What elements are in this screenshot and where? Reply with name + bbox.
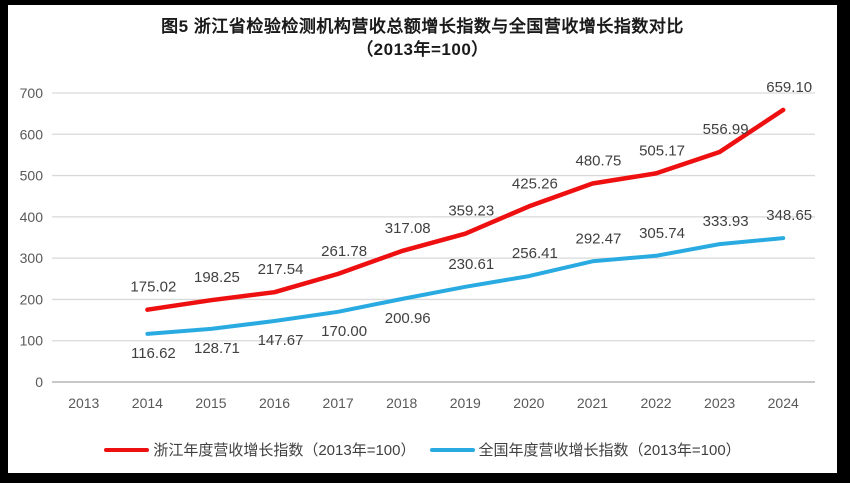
legend-label-zhejiang: 浙江年度营收增长指数（2013年=100） — [153, 442, 416, 459]
chart-canvas: 图5 浙江省检验检测机构营收总额增长指数与全国营收增长指数对比 （2013年=1… — [8, 5, 837, 473]
y-axis-tick-label: 200 — [20, 291, 44, 307]
legend-swatch-national — [429, 447, 475, 452]
y-axis-tick-label: 500 — [20, 168, 44, 184]
chart-legend: 浙江年度营收增长指数（2013年=100） 全国年度营收增长指数（2013年=1… — [8, 439, 837, 460]
data-label-national: 348.65 — [766, 207, 812, 224]
data-label-national: 147.67 — [258, 332, 304, 349]
x-axis-tick-label: 2023 — [704, 395, 735, 411]
data-label-zhejiang: 480.75 — [576, 153, 622, 170]
x-axis-tick-label: 2022 — [640, 395, 671, 411]
data-label-national: 256.41 — [512, 245, 558, 262]
chart-title-line1: 图5 浙江省检验检测机构营收总额增长指数与全国营收增长指数对比 — [161, 17, 684, 36]
series-line-zhejiang — [145, 107, 786, 312]
data-label-zhejiang: 175.02 — [130, 279, 176, 296]
data-label-national: 200.96 — [385, 310, 431, 327]
data-label-national: 333.93 — [703, 213, 749, 230]
y-axis-tick-label: 300 — [20, 250, 44, 266]
chart-title-line2: （2013年=100） — [356, 40, 489, 59]
data-label-zhejiang: 359.23 — [448, 203, 494, 220]
legend-swatch-zhejiang — [104, 447, 150, 452]
x-axis-tick-label: 2017 — [323, 395, 354, 411]
y-axis-tick-label: 600 — [20, 126, 44, 142]
data-label-national: 116.62 — [131, 345, 176, 362]
x-axis-tick-label: 2014 — [132, 395, 163, 411]
legend-item-zhejiang: 浙江年度营收增长指数（2013年=100） — [104, 439, 416, 460]
chart-plot-area: 0 100 200 300 400 500 600 700 2013 2014 2015 2016 20… — [20, 79, 815, 411]
data-label-national: 170.00 — [321, 323, 367, 340]
data-label-national: 292.47 — [576, 230, 622, 247]
legend-item-national: 全国年度营收增长指数（2013年=100） — [429, 439, 741, 460]
x-axis-tick-label: 2016 — [259, 395, 290, 411]
data-label-zhejiang: 217.54 — [258, 261, 304, 278]
data-label-zhejiang: 556.99 — [703, 121, 749, 138]
chart-title: 图5 浙江省检验检测机构营收总额增长指数与全国营收增长指数对比 （2013年=1… — [8, 15, 837, 61]
data-label-national: 305.74 — [639, 225, 685, 242]
legend-label-national: 全国年度营收增长指数（2013年=100） — [478, 442, 741, 459]
series-line-national — [145, 236, 786, 336]
x-axis-tick-label: 2021 — [577, 395, 608, 411]
data-label-zhejiang: 659.10 — [766, 79, 812, 96]
y-axis-tick-label: 400 — [20, 209, 44, 225]
x-axis-tick-label: 2015 — [195, 395, 226, 411]
data-label-zhejiang: 261.78 — [321, 243, 367, 260]
y-axis-tick-label: 0 — [35, 374, 43, 390]
y-axis-tick-label: 700 — [20, 85, 44, 101]
data-label-national: 230.61 — [448, 256, 494, 273]
data-label-national: 128.71 — [194, 340, 240, 357]
x-axis-tick-label: 2019 — [450, 395, 481, 411]
data-label-zhejiang: 425.26 — [512, 175, 558, 192]
y-axis-tick-label: 100 — [20, 333, 44, 349]
x-axis-tick-label: 2024 — [768, 395, 799, 411]
x-axis-tick-label: 2018 — [386, 395, 417, 411]
x-axis-tick-label: 2013 — [68, 395, 99, 411]
x-axis-tick-label: 2020 — [513, 395, 544, 411]
data-label-zhejiang: 505.17 — [639, 142, 685, 159]
data-label-zhejiang: 317.08 — [385, 220, 431, 237]
data-label-zhejiang: 198.25 — [194, 269, 240, 286]
